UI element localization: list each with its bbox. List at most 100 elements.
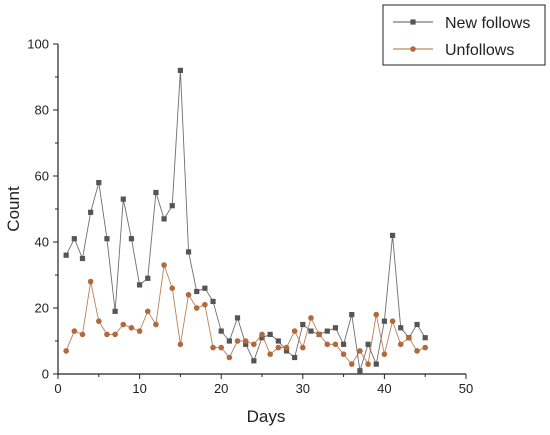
- data-point-unfollows: [218, 344, 224, 351]
- series-layer: [63, 67, 429, 374]
- y-tick-label: 40: [35, 235, 49, 250]
- data-point-new-follows: [194, 288, 200, 295]
- data-point-new-follows: [283, 348, 290, 354]
- data-point-new-follows: [234, 315, 241, 321]
- legend-label-unfollows: Unfollows: [445, 42, 514, 59]
- data-point-new-follows: [210, 298, 216, 304]
- data-point-unfollows: [316, 331, 322, 338]
- data-point-unfollows: [79, 331, 86, 338]
- data-point-unfollows: [291, 328, 298, 334]
- data-point-new-follows: [389, 232, 396, 238]
- data-point-unfollows: [96, 318, 102, 325]
- data-point-new-follows: [373, 361, 379, 367]
- x-tick-label: 10: [132, 381, 146, 396]
- data-point-new-follows: [414, 321, 420, 328]
- series-line-new-follows: [65, 70, 426, 371]
- axes: [53, 43, 467, 379]
- legend-box: [382, 4, 546, 66]
- data-point-unfollows: [104, 331, 110, 338]
- data-point-new-follows: [63, 252, 69, 258]
- data-point-unfollows: [193, 305, 200, 311]
- data-point-new-follows: [202, 285, 208, 291]
- x-tick-label: 20: [214, 381, 228, 396]
- data-point-new-follows: [145, 275, 151, 281]
- data-point-unfollows: [365, 361, 371, 367]
- data-point-unfollows: [63, 348, 69, 354]
- data-point-unfollows: [169, 285, 176, 292]
- y-tick-label: 60: [35, 169, 49, 184]
- data-point-unfollows: [128, 325, 135, 331]
- data-point-new-follows: [88, 209, 94, 215]
- data-point-unfollows: [177, 341, 184, 348]
- data-point-unfollows: [267, 351, 273, 358]
- data-point-unfollows: [381, 351, 388, 358]
- data-point-unfollows: [324, 341, 331, 348]
- x-tick-label: 30: [296, 381, 310, 396]
- data-point-unfollows: [136, 328, 143, 334]
- data-point-new-follows: [137, 282, 143, 288]
- data-point-new-follows: [243, 341, 249, 347]
- data-point-new-follows: [365, 341, 371, 347]
- data-point-new-follows: [251, 358, 257, 364]
- x-tick-label: 40: [377, 381, 391, 396]
- data-point-unfollows: [300, 344, 306, 351]
- data-point-new-follows: [218, 328, 224, 334]
- data-point-unfollows: [414, 348, 420, 354]
- series-unfollows: [63, 262, 429, 367]
- data-point-new-follows: [169, 203, 175, 209]
- y-axis-label: Count: [4, 186, 23, 232]
- data-point-unfollows: [406, 334, 412, 341]
- data-point-new-follows: [185, 249, 192, 255]
- data-point-new-follows: [161, 216, 167, 222]
- data-point-unfollows: [120, 321, 127, 328]
- data-point-unfollows: [112, 331, 118, 338]
- legend-marker-new-follows: [410, 19, 416, 25]
- x-tick-label: 0: [54, 381, 61, 396]
- legend: New follows Unfollows: [382, 4, 546, 66]
- data-point-unfollows: [226, 354, 233, 361]
- data-point-new-follows: [96, 180, 102, 186]
- data-point-unfollows: [259, 331, 265, 338]
- data-point-unfollows: [153, 321, 159, 328]
- data-point-unfollows: [357, 348, 363, 354]
- data-point-unfollows: [308, 315, 314, 321]
- data-point-unfollows: [397, 341, 404, 348]
- data-point-new-follows: [267, 331, 273, 337]
- data-point-unfollows: [161, 262, 167, 268]
- series-new-follows: [63, 67, 428, 374]
- data-point-unfollows: [348, 361, 355, 367]
- data-point-new-follows: [292, 354, 298, 361]
- x-axis-label: Days: [247, 407, 286, 426]
- data-point-new-follows: [153, 189, 159, 196]
- data-point-new-follows: [177, 67, 183, 73]
- y-tick-label: 0: [42, 367, 49, 382]
- data-point-new-follows: [71, 236, 77, 242]
- data-point-unfollows: [87, 278, 94, 285]
- data-point-unfollows: [234, 338, 241, 344]
- x-tick-label: 50: [459, 381, 473, 396]
- legend-label-new-follows: New follows: [445, 15, 530, 32]
- data-point-unfollows: [422, 344, 429, 351]
- data-point-unfollows: [210, 344, 216, 351]
- data-point-new-follows: [349, 312, 355, 318]
- data-point-unfollows: [389, 318, 396, 325]
- data-point-new-follows: [104, 236, 110, 242]
- data-point-unfollows: [340, 351, 347, 358]
- legend-marker-unfollows: [410, 46, 416, 52]
- data-point-new-follows: [259, 335, 265, 341]
- data-point-new-follows: [381, 318, 387, 324]
- data-point-new-follows: [422, 335, 428, 341]
- data-point-new-follows: [357, 368, 363, 374]
- data-point-new-follows: [120, 196, 126, 202]
- data-point-unfollows: [144, 308, 151, 315]
- y-tick-label: 20: [35, 301, 49, 316]
- data-point-unfollows: [373, 311, 380, 318]
- data-point-unfollows: [251, 341, 257, 348]
- data-point-new-follows: [341, 341, 347, 347]
- data-point-new-follows: [112, 308, 118, 314]
- data-point-new-follows: [300, 321, 306, 328]
- data-point-unfollows: [202, 301, 208, 308]
- y-tick-label: 100: [27, 37, 49, 52]
- series-line-unfollows: [65, 264, 426, 366]
